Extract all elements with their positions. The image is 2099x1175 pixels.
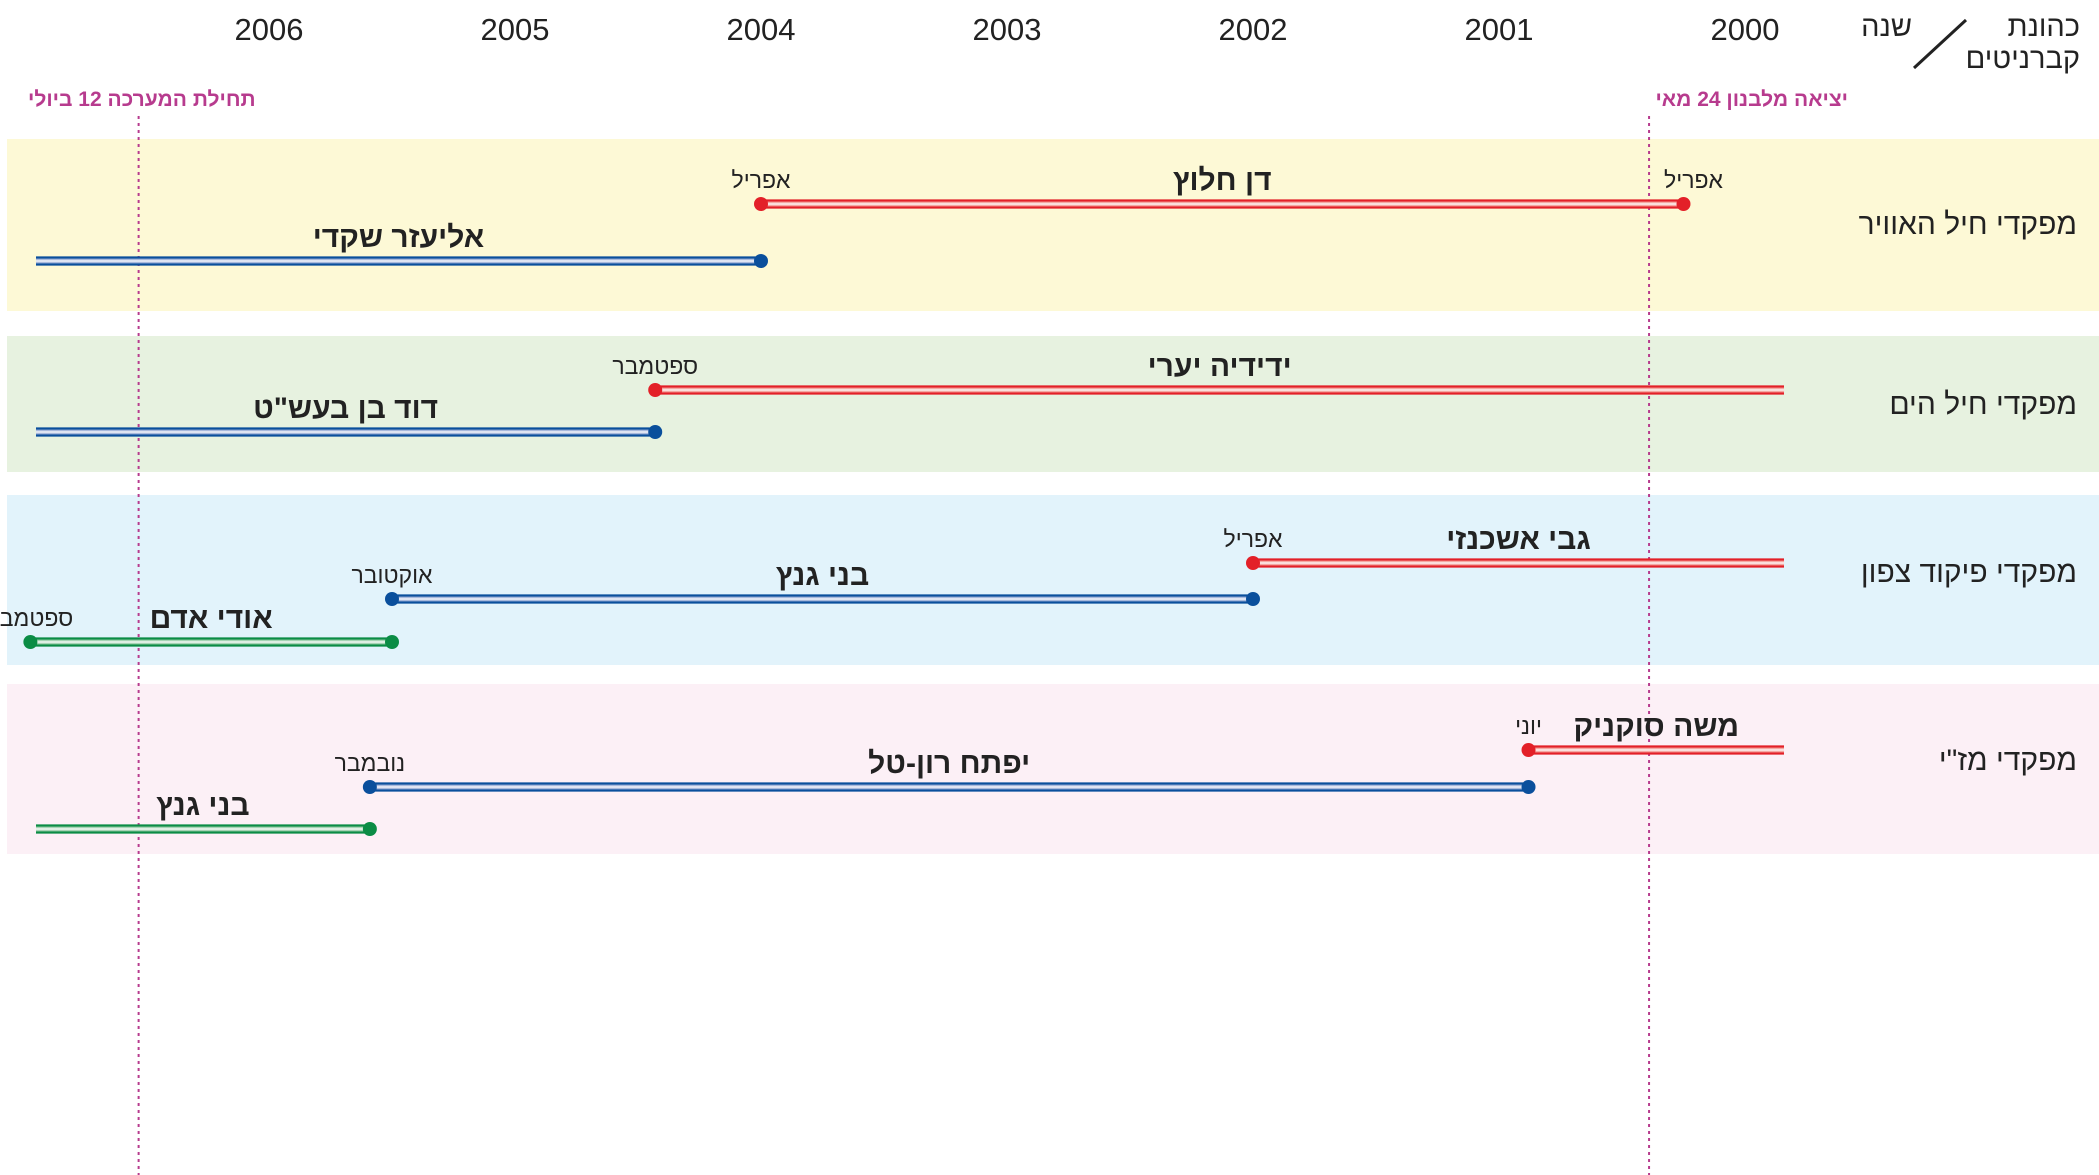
group-band: [7, 336, 2099, 472]
year-tick-label: 2000: [1711, 12, 1780, 47]
term-bar: [30, 637, 392, 647]
term-bar: [36, 256, 761, 266]
group-label: מפקדי מז"י: [1939, 744, 2077, 777]
event-labels: יציאה מלבנון 24 מאי תחילת המערכה 12 ביולי: [28, 88, 1848, 111]
term-end-month: אוקטובר: [351, 562, 433, 588]
term-name: ידידיה יערי: [1148, 350, 1292, 383]
term-bar: [761, 199, 1684, 209]
event-label: תחילת המערכה 12 ביולי: [28, 88, 256, 111]
header-line2: קברניטים: [1966, 43, 2080, 75]
group-label: מפקדי פיקוד צפון: [1861, 556, 2077, 589]
term-end-dot: [23, 635, 38, 649]
header-year-label: שנה: [1861, 11, 1912, 43]
term-end-month: אפריל: [732, 167, 791, 193]
group-band: [7, 139, 2099, 311]
term-end-dot: [648, 383, 663, 397]
term-name: יפתח רון-טל: [868, 747, 1030, 780]
term-start-dot: [362, 822, 377, 836]
term-start-dot: [1521, 780, 1536, 794]
term-bar: [369, 782, 1529, 792]
term-name: דוד בן בעש"ט: [253, 392, 438, 425]
term-name: משה סוקניק: [1574, 710, 1739, 743]
term-start-month: אפריל: [1664, 167, 1723, 193]
term-end-dot: [1246, 556, 1260, 570]
term-end-month: יוני: [1515, 713, 1542, 739]
term-end-month: נובמבר: [335, 750, 406, 776]
term-end-dot: [385, 592, 399, 606]
term-bar: [655, 385, 1784, 395]
term-end-month: ספטמבר: [0, 605, 73, 631]
term-end-month: ספטמבר: [612, 353, 698, 379]
term-bar: [36, 427, 656, 437]
year-tick-label: 2004: [727, 12, 796, 47]
term-bar: [36, 824, 370, 834]
year-axis: 2000 2001 2002 2003 2004 2005 2006: [235, 12, 1780, 47]
header-line1: כהונת: [2008, 11, 2080, 43]
term-start-dot: [1246, 592, 1260, 606]
term-start-dot: [385, 635, 399, 649]
year-tick-label: 2001: [1465, 12, 1534, 47]
term-name: בני גנץ: [776, 559, 869, 592]
event-label: יציאה מלבנון 24 מאי: [1655, 88, 1848, 111]
term-start-dot: [754, 254, 768, 268]
year-tick-label: 2005: [481, 12, 550, 47]
term-name: גבי אשכנזי: [1446, 523, 1591, 556]
group-band: [7, 495, 2099, 665]
term-name: אודי אדם: [150, 602, 273, 635]
term-bar: [1253, 558, 1784, 568]
year-tick-label: 2006: [235, 12, 304, 47]
term-bar: [1528, 745, 1784, 755]
term-start-dot: [1676, 197, 1691, 211]
term-bar: [392, 594, 1253, 604]
term-start-dot: [648, 425, 663, 439]
year-tick-label: 2002: [1219, 12, 1288, 47]
year-tick-label: 2003: [973, 12, 1042, 47]
group-label: מפקדי חיל האוויר: [1859, 208, 2077, 241]
term-end-dot: [1521, 743, 1536, 757]
term-name: אליעזר שקדי: [313, 221, 484, 254]
group-label: מפקדי חיל הים: [1889, 388, 2077, 421]
chart-header: כהונת קברניטים שנה: [1861, 11, 2080, 75]
term-name: בני גנץ: [156, 789, 249, 822]
term-name: דן חלוץ: [1173, 164, 1272, 197]
term-end-dot: [754, 197, 768, 211]
term-bars: מפקדי חיל האוויר דן חלוץ אפריל אפריל אליעזר …: [0, 164, 2077, 836]
event-lines: [137, 116, 1651, 1175]
header-diagonal: [1912, 18, 1968, 70]
term-end-month: אפריל: [1224, 526, 1283, 552]
term-end-dot: [362, 780, 377, 794]
